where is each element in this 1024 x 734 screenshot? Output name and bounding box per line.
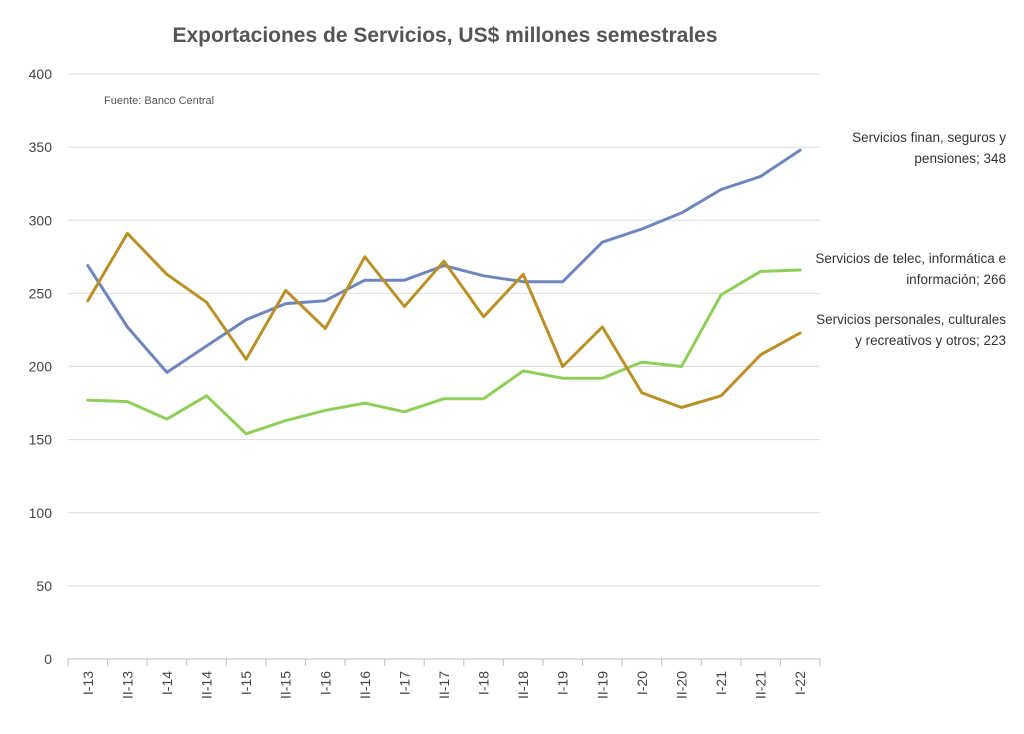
series-end-label: información; 266 bbox=[906, 272, 1006, 287]
y-tick-label: 400 bbox=[29, 66, 53, 82]
series-end-labels: Servicios finan, seguros y pensiones; 348… bbox=[815, 130, 1006, 348]
x-tick-label: II-14 bbox=[199, 671, 215, 699]
x-tick-label: I-19 bbox=[555, 671, 571, 695]
y-tick-label: 50 bbox=[36, 578, 52, 594]
x-tick-label: II-17 bbox=[436, 671, 452, 699]
y-tick-label: 250 bbox=[29, 285, 53, 301]
y-axis-ticks: 0 50 100 150 200 250 300 350 400 bbox=[29, 66, 53, 667]
y-tick-label: 0 bbox=[44, 651, 52, 667]
series-lines bbox=[86, 148, 802, 436]
x-tick-label: I-21 bbox=[713, 671, 729, 695]
y-tick-label: 200 bbox=[29, 359, 53, 375]
chart-title: Exportaciones de Servicios, US$ millones… bbox=[172, 24, 717, 47]
x-tick-label: I-20 bbox=[634, 671, 650, 695]
source-note: Fuente: Banco Central bbox=[104, 95, 214, 107]
y-tick-label: 300 bbox=[29, 212, 53, 228]
y-tick-label: 100 bbox=[29, 505, 53, 521]
series-end-label: Servicios finan, seguros y bbox=[852, 130, 1006, 145]
gridlines bbox=[68, 73, 820, 587]
x-tick-label: I-22 bbox=[792, 671, 808, 695]
x-tick-label: II-15 bbox=[278, 671, 294, 699]
y-tick-label: 350 bbox=[29, 139, 53, 155]
x-tick-label: I-18 bbox=[476, 671, 492, 695]
x-tick-label: I-16 bbox=[317, 671, 333, 695]
x-tick-label: II-18 bbox=[515, 671, 531, 699]
x-tick-label: II-19 bbox=[594, 671, 610, 699]
x-tick-label: II-13 bbox=[119, 671, 135, 699]
x-tick-label: II-21 bbox=[753, 671, 769, 699]
x-tick-label: I-14 bbox=[159, 671, 175, 695]
x-tick-label: II-20 bbox=[673, 671, 689, 699]
series-end-label: Servicios personales, culturales bbox=[816, 312, 1006, 327]
x-tick-label: I-17 bbox=[396, 671, 412, 695]
series-end-label: Servicios de telec, informática e bbox=[815, 251, 1006, 266]
series-end-label: pensiones; 348 bbox=[914, 151, 1006, 166]
y-tick-label: 150 bbox=[29, 432, 53, 448]
series-end-label: y recreativos y otros; 223 bbox=[855, 333, 1006, 348]
x-axis-ticks: I-13 II-13 I-14 II-14 I-15 II-15 I-16 II-16 I-17… bbox=[67, 659, 821, 699]
x-tick-label: I-13 bbox=[80, 671, 96, 695]
x-tick-label: II-16 bbox=[357, 671, 373, 699]
x-tick-label: I-15 bbox=[238, 671, 254, 695]
series-line bbox=[86, 231, 802, 409]
